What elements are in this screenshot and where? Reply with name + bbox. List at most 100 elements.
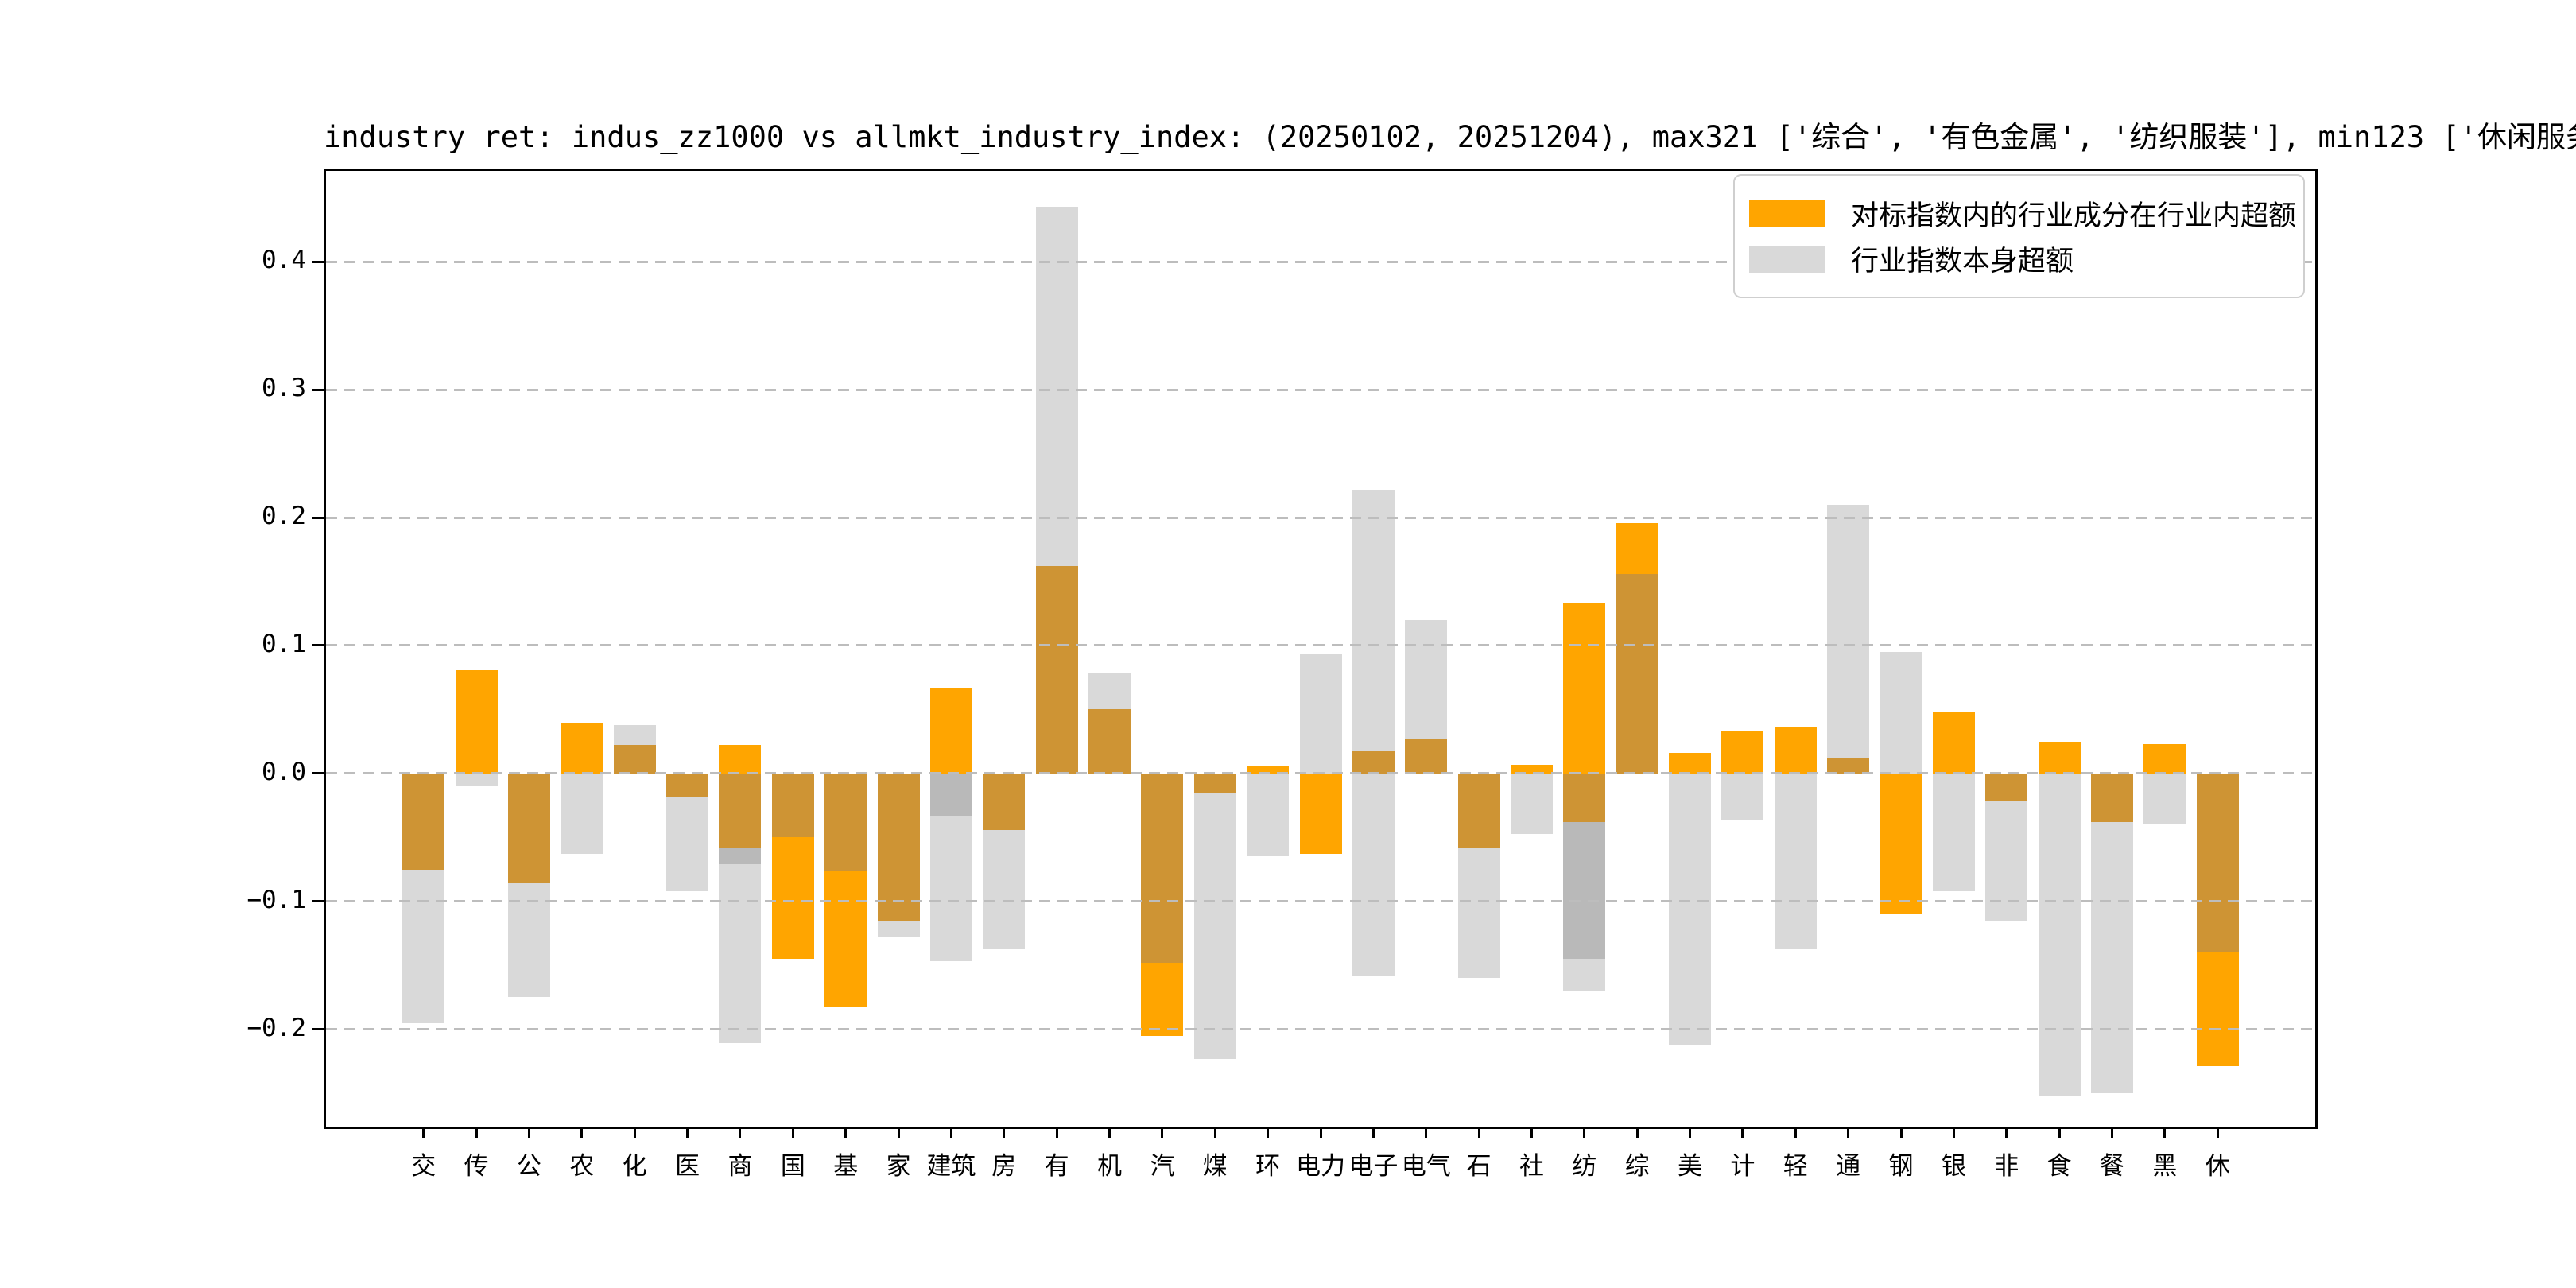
- x-tick-mark: [1794, 1127, 1797, 1138]
- y-tick-label: 0.1: [262, 630, 306, 659]
- x-tick-mark: [739, 1127, 742, 1138]
- gridline: [326, 900, 2315, 903]
- y-tick-mark: [312, 1028, 324, 1031]
- bar-segment-通: [1827, 758, 1870, 774]
- legend: 对标指数内的行业成分在行业内超额 行业指数本身超额: [1733, 174, 2305, 298]
- x-tick-label-汽: 汽: [1150, 1152, 1175, 1181]
- bar-segment-社: [1510, 773, 1553, 834]
- bar-segment-房: [983, 829, 1026, 949]
- bar-segment-医: [666, 796, 709, 891]
- x-tick-mark: [949, 1127, 952, 1138]
- bar-segment-餐: [2090, 773, 2133, 823]
- x-tick-mark: [1003, 1127, 1006, 1138]
- x-tick-label-有: 有: [1044, 1152, 1069, 1181]
- bar-segment-电力: [1299, 773, 1342, 855]
- bar-segment-钢: [1880, 652, 1922, 774]
- y-tick-label: 0.4: [262, 246, 306, 275]
- x-tick-label-环: 环: [1255, 1152, 1281, 1181]
- bar-segment-电气: [1405, 619, 1448, 739]
- bar-segment-汽: [1141, 773, 1184, 964]
- x-tick-mark: [1952, 1127, 1955, 1138]
- bar-segment-休: [2196, 773, 2239, 952]
- x-tick-mark: [528, 1127, 530, 1138]
- x-tick-mark: [1847, 1127, 1850, 1138]
- bar-segment-农: [561, 722, 603, 774]
- x-tick-label-钢: 钢: [1888, 1152, 1914, 1181]
- x-tick-mark: [1267, 1127, 1270, 1138]
- bar-segment-有: [1035, 207, 1078, 567]
- x-tick-mark: [475, 1127, 478, 1138]
- x-tick-label-餐: 餐: [2099, 1152, 2124, 1181]
- y-tick-mark: [312, 900, 324, 903]
- bar-segment-汽: [1141, 963, 1184, 1036]
- x-tick-mark: [2163, 1127, 2167, 1138]
- x-tick-mark: [422, 1127, 425, 1138]
- bar-segment-建筑: [929, 815, 972, 962]
- bar-segment-美: [1669, 773, 1712, 1045]
- x-tick-mark: [844, 1127, 848, 1138]
- bar-segment-黑: [2143, 773, 2186, 825]
- bar-segment-家: [877, 773, 920, 921]
- legend-label-orange: 对标指数内的行业成分在行业内超额: [1851, 200, 2297, 232]
- y-tick-label: 0.2: [262, 502, 306, 531]
- bar-segment-石: [1457, 848, 1500, 979]
- x-tick-label-建筑: 建筑: [926, 1152, 976, 1181]
- bar-segment-电子: [1352, 489, 1395, 751]
- bar-segment-传: [455, 669, 498, 774]
- bar-segment-综: [1616, 522, 1658, 574]
- x-tick-label-电子: 电子: [1348, 1152, 1399, 1181]
- bar-segment-电子: [1352, 773, 1395, 976]
- gridline: [326, 644, 2315, 647]
- x-tick-mark: [1371, 1127, 1375, 1138]
- y-tick-label: −0.2: [246, 1013, 306, 1042]
- bar-segment-银: [1932, 773, 1975, 891]
- x-tick-label-黑: 黑: [2152, 1152, 2178, 1181]
- y-tick-label: −0.1: [246, 885, 306, 914]
- x-tick-label-公: 公: [517, 1152, 541, 1181]
- bar-segment-纺: [1563, 822, 1606, 960]
- bar-segment-非: [1985, 773, 2028, 801]
- bar-segment-交: [402, 869, 445, 1023]
- legend-row-orange: 对标指数内的行业成分在行业内超额: [1749, 193, 2296, 234]
- bar-segment-商: [719, 773, 762, 848]
- bar-segment-煤: [1193, 793, 1236, 1059]
- x-tick-label-轻: 轻: [1783, 1152, 1808, 1181]
- bar-segment-黑: [2143, 743, 2186, 774]
- bar-segment-家: [877, 920, 920, 937]
- bar-segment-电气: [1405, 739, 1448, 774]
- bar-segment-化: [613, 745, 656, 774]
- x-tick-label-交: 交: [411, 1152, 436, 1181]
- legend-swatch-gray-icon: [1749, 245, 1825, 273]
- x-tick-label-纺: 纺: [1572, 1152, 1597, 1181]
- bar-segment-农: [561, 773, 603, 855]
- bar-segment-有: [1035, 566, 1078, 774]
- x-tick-label-医: 医: [675, 1152, 700, 1181]
- x-tick-mark: [897, 1127, 900, 1138]
- bar-segment-食: [2038, 741, 2081, 774]
- bar-segment-纺: [1563, 773, 1606, 823]
- bar-segment-医: [666, 773, 709, 797]
- x-tick-mark: [1635, 1127, 1639, 1138]
- y-tick-label: 0.3: [262, 374, 306, 403]
- gridline: [326, 1028, 2315, 1031]
- bar-segment-煤: [1193, 773, 1236, 793]
- x-tick-label-社: 社: [1519, 1152, 1544, 1181]
- bar-segment-商: [719, 848, 762, 865]
- bar-segment-电力: [1299, 653, 1342, 774]
- plot-area: 0.4 0.3 0.2 0.1 0.0 −0.1 −0.2 交传公农化医商国基家建筑房有机汽…: [246, 169, 2318, 1181]
- x-tick-label-石: 石: [1466, 1152, 1492, 1181]
- y-tick-mark: [312, 260, 324, 263]
- bar-segment-休: [2196, 951, 2239, 1067]
- x-tick-mark: [1213, 1127, 1216, 1138]
- bar-segment-纺: [1563, 603, 1606, 774]
- x-tick-mark: [580, 1127, 584, 1138]
- x-tick-mark: [791, 1127, 794, 1138]
- bar-segment-综: [1616, 573, 1658, 774]
- bar-segment-通: [1827, 504, 1870, 758]
- bar-segment-建筑: [929, 773, 972, 816]
- x-tick-mark: [1319, 1127, 1322, 1138]
- bar-segment-机: [1088, 709, 1131, 774]
- bar-segment-化: [613, 724, 656, 746]
- x-tick-label-化: 化: [622, 1152, 647, 1181]
